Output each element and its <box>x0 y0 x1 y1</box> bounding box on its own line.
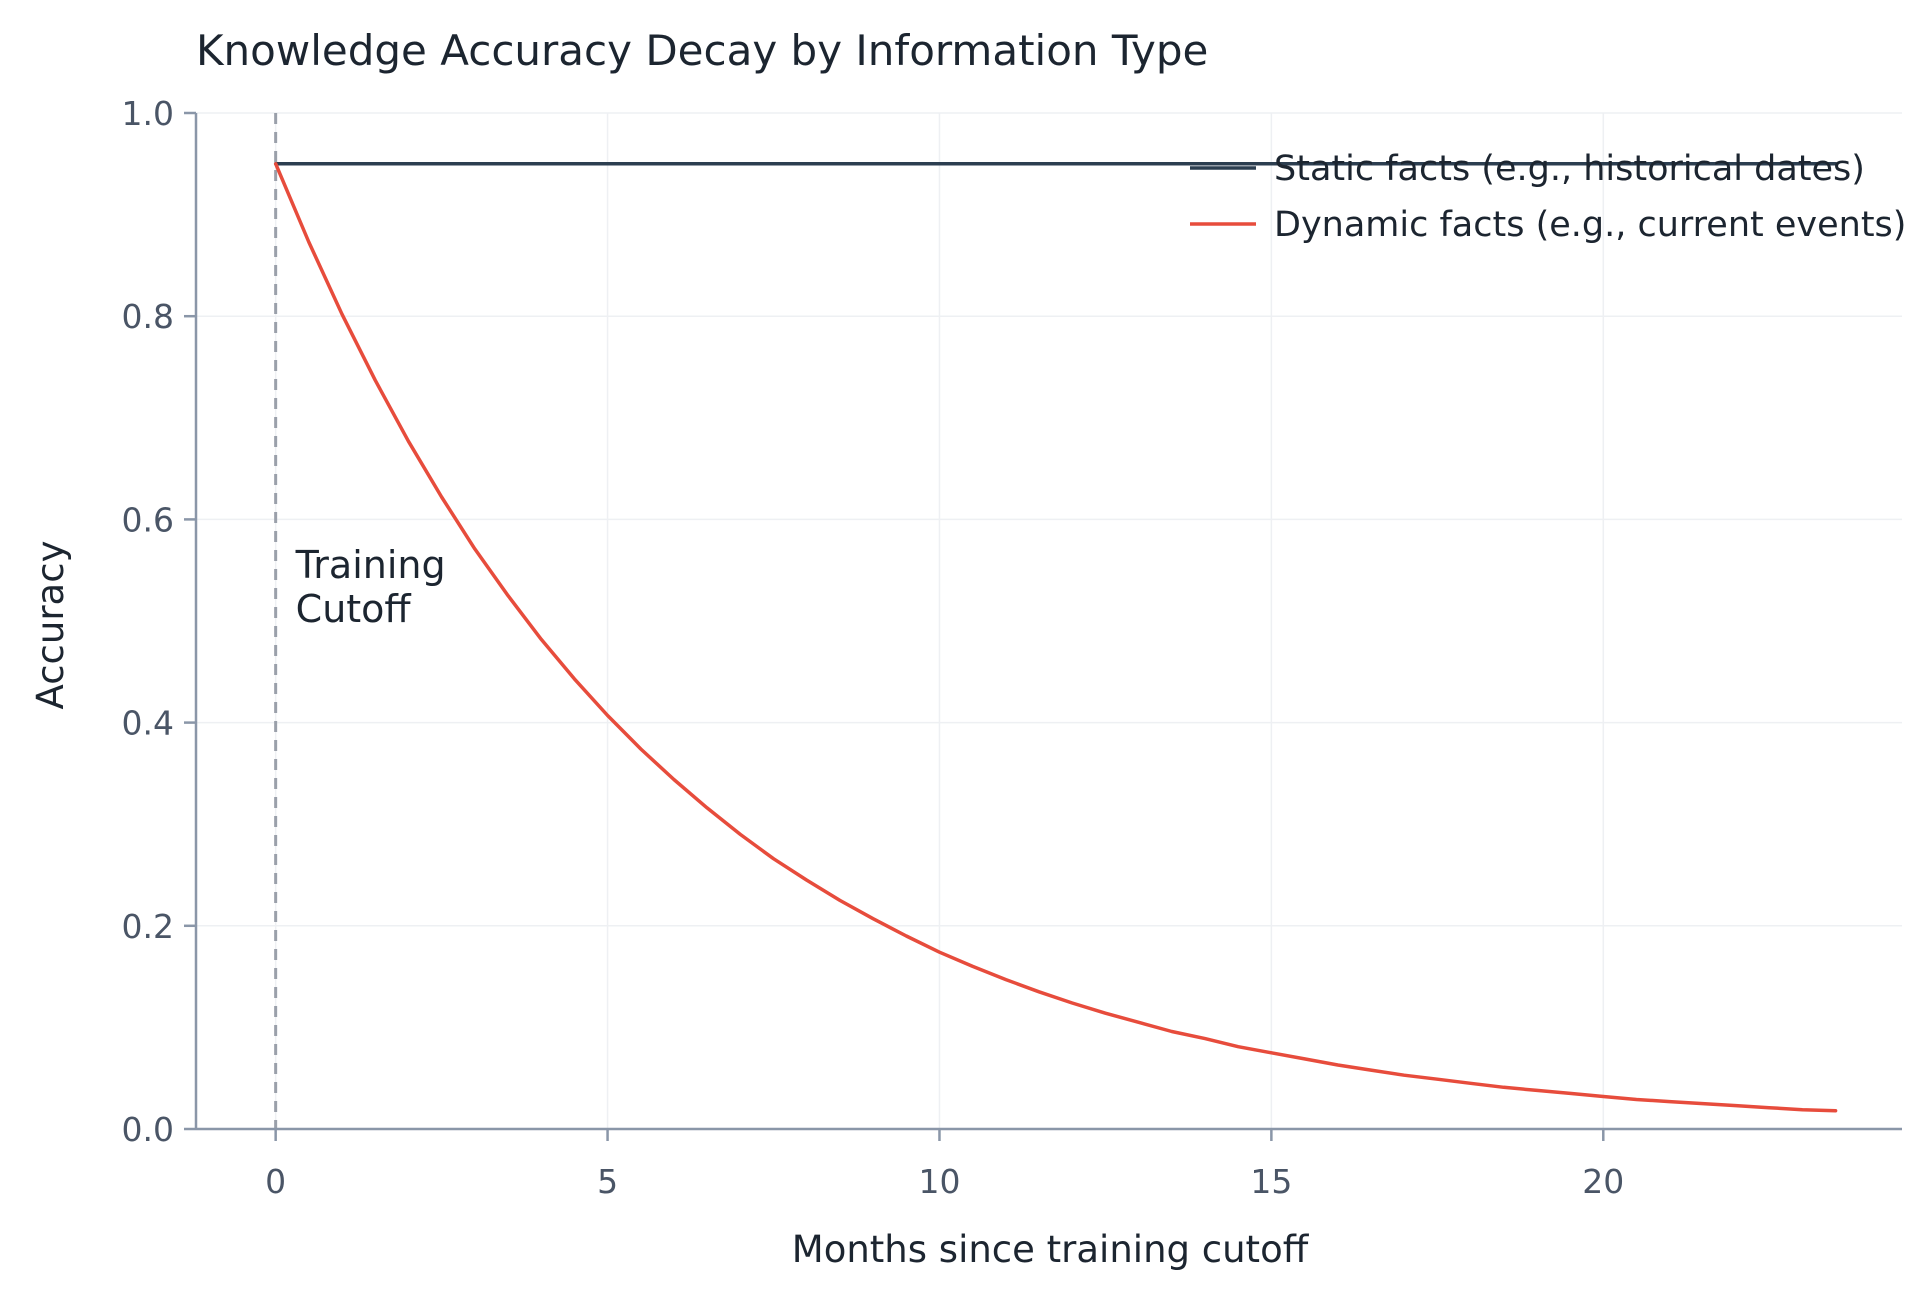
y-tick-label: 0.8 <box>122 297 174 336</box>
y-tick-label: 1.0 <box>122 94 174 133</box>
y-tick-label: 0.4 <box>122 704 174 743</box>
y-tick-label: 0.0 <box>122 1110 174 1149</box>
x-tick-label: 5 <box>597 1162 618 1201</box>
chart-title: Knowledge Accuracy Decay by Information … <box>196 26 1208 75</box>
series-lines <box>273 162 1838 1113</box>
y-tick-label: 0.6 <box>122 500 174 539</box>
legend-label: Dynamic facts (e.g., current events) <box>1274 205 1906 245</box>
series-line-dynamic-facts <box>273 162 1838 1113</box>
axes: 0.0 0.2 0.4 0.6 0.8 1.0 0 5 10 15 20 <box>122 94 1902 1201</box>
grid <box>196 112 1902 1130</box>
x-tick-label: 10 <box>918 1162 960 1201</box>
x-tick-label: 0 <box>265 1162 286 1201</box>
legend: Static facts (e.g., historical dates) Dyn… <box>1190 149 1906 245</box>
annotations: Training Cutoff <box>295 543 446 631</box>
training-cutoff-annotation: Training Cutoff <box>295 543 446 631</box>
x-tick-label: 20 <box>1582 1162 1624 1201</box>
y-tick-label: 0.2 <box>122 907 174 946</box>
x-axis-label: Months since training cutoff <box>792 1228 1310 1271</box>
legend-label: Static facts (e.g., historical dates) <box>1274 149 1865 189</box>
x-tick-label: 15 <box>1250 1162 1292 1201</box>
y-axis-label: Accuracy <box>29 541 72 710</box>
